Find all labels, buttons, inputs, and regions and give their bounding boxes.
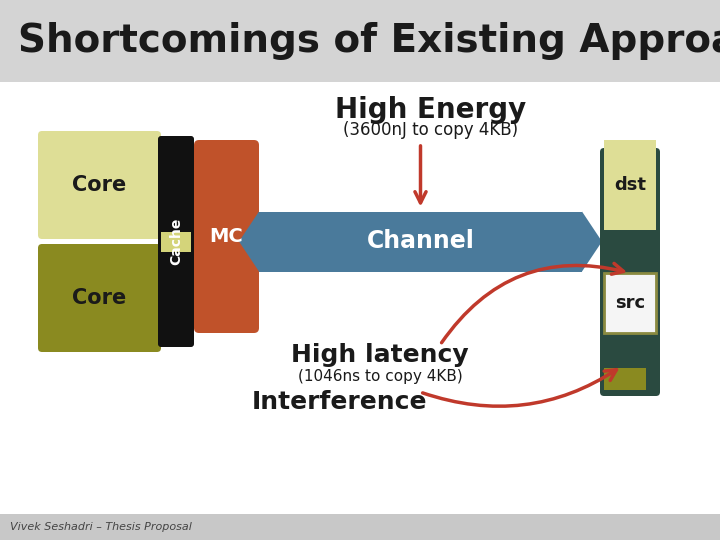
Bar xyxy=(604,368,646,390)
FancyBboxPatch shape xyxy=(158,136,194,347)
Text: Core: Core xyxy=(73,288,127,308)
Text: (3600nJ to copy 4KB): (3600nJ to copy 4KB) xyxy=(343,121,518,139)
Bar xyxy=(604,140,656,230)
FancyBboxPatch shape xyxy=(38,131,161,239)
Text: Channel: Channel xyxy=(366,230,474,253)
Text: High latency: High latency xyxy=(291,343,469,367)
Polygon shape xyxy=(582,212,602,272)
Bar xyxy=(604,273,656,333)
Bar xyxy=(0,514,720,540)
FancyBboxPatch shape xyxy=(600,148,660,396)
Bar xyxy=(161,232,191,252)
Text: Shortcomings of Existing Approach: Shortcomings of Existing Approach xyxy=(18,22,720,60)
Text: Core: Core xyxy=(73,175,127,195)
Text: High Energy: High Energy xyxy=(335,96,526,124)
Polygon shape xyxy=(239,212,259,272)
Text: Vivek Seshadri – Thesis Proposal: Vivek Seshadri – Thesis Proposal xyxy=(10,522,192,532)
Text: dst: dst xyxy=(614,176,646,194)
FancyBboxPatch shape xyxy=(194,140,259,333)
Text: src: src xyxy=(615,294,645,312)
FancyBboxPatch shape xyxy=(38,244,161,352)
Text: MC: MC xyxy=(210,227,243,246)
Bar xyxy=(259,212,582,272)
Bar xyxy=(0,0,720,82)
Text: Interference: Interference xyxy=(252,390,428,414)
Text: (1046ns to copy 4KB): (1046ns to copy 4KB) xyxy=(297,368,462,383)
Text: Cache: Cache xyxy=(169,218,183,265)
